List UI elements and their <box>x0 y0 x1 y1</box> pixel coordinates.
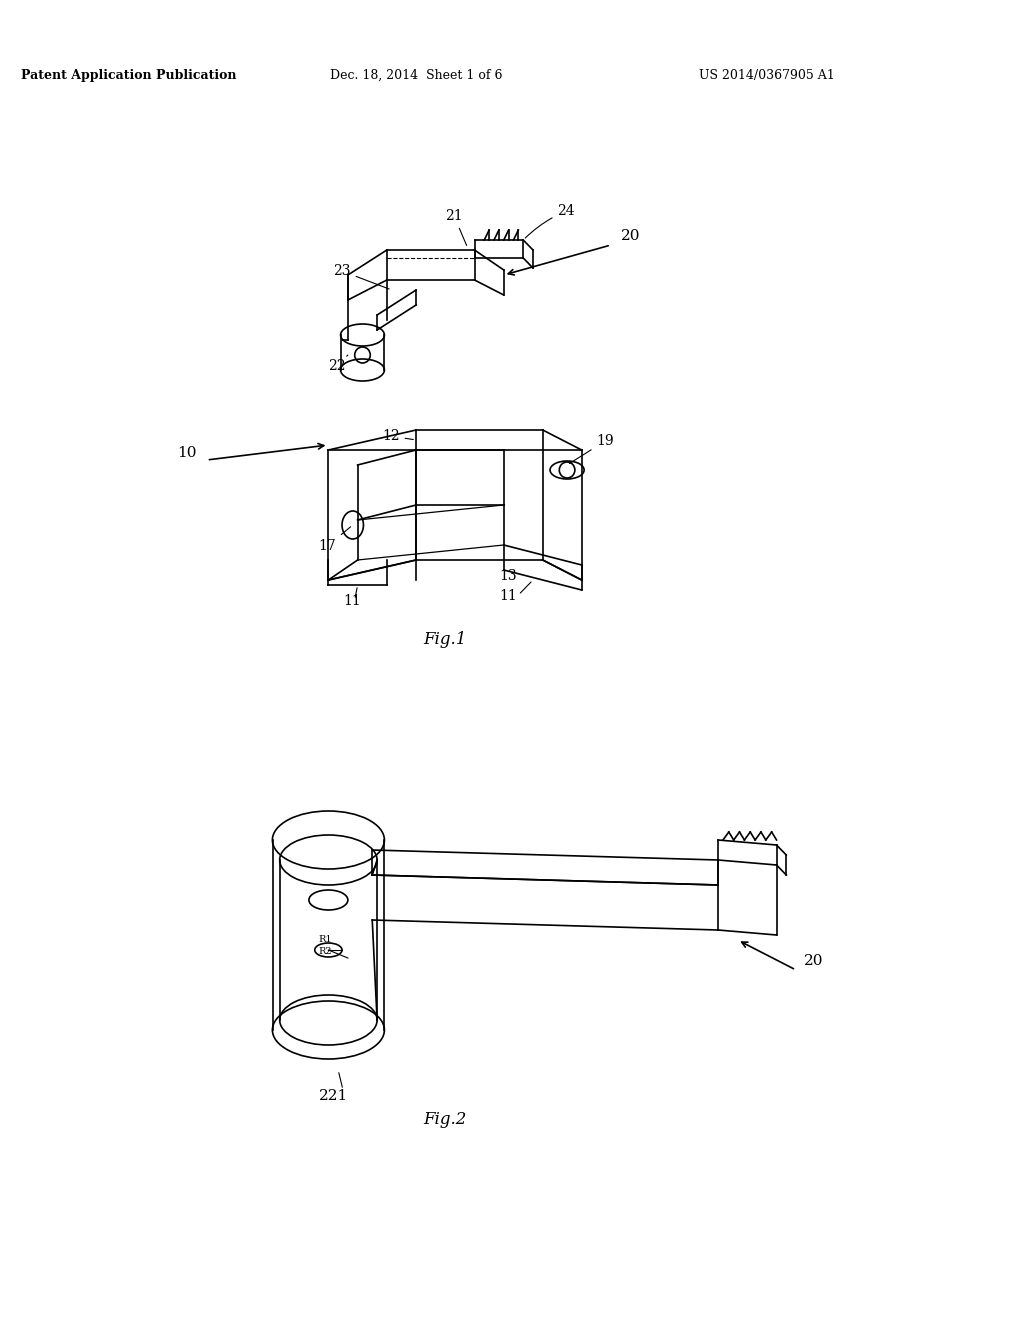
Text: R2: R2 <box>318 946 332 956</box>
Text: 11: 11 <box>343 594 360 609</box>
Text: 12: 12 <box>382 429 414 444</box>
Text: 17: 17 <box>318 527 350 553</box>
Text: R1: R1 <box>318 935 332 944</box>
Text: 23: 23 <box>333 264 389 289</box>
Text: 20: 20 <box>804 954 823 968</box>
Text: 20: 20 <box>621 228 640 243</box>
Text: 19: 19 <box>569 434 614 463</box>
Text: US 2014/0367905 A1: US 2014/0367905 A1 <box>699 69 835 82</box>
Text: 10: 10 <box>177 446 197 459</box>
Text: 24: 24 <box>525 205 574 238</box>
Text: 221: 221 <box>318 1089 348 1104</box>
Text: 22: 22 <box>329 355 348 374</box>
Text: Patent Application Publication: Patent Application Publication <box>20 69 237 82</box>
Text: Fig.1: Fig.1 <box>424 631 467 648</box>
Text: Dec. 18, 2014  Sheet 1 of 6: Dec. 18, 2014 Sheet 1 of 6 <box>330 69 503 82</box>
Text: 21: 21 <box>445 209 467 246</box>
Text: 13: 13 <box>499 569 516 583</box>
Text: 11: 11 <box>499 589 517 603</box>
Text: Fig.2: Fig.2 <box>424 1111 467 1129</box>
